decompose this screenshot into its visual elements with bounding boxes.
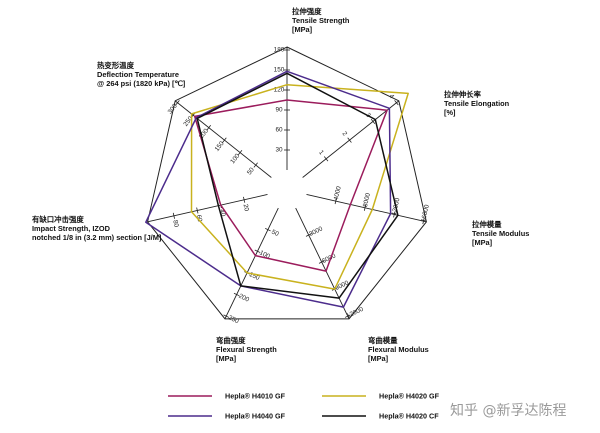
- tick-label: 150: [214, 140, 226, 153]
- tick-mark: [394, 100, 399, 106]
- tick-label: 60: [195, 214, 204, 223]
- tick-label: 150: [248, 271, 261, 282]
- tick-label: 80: [171, 219, 180, 228]
- tick-mark: [347, 137, 352, 143]
- axis-title-tensile_elongation: [%]: [444, 108, 456, 117]
- tick-label: 2: [341, 130, 349, 137]
- tick-label: 30: [275, 147, 283, 154]
- tick-label: 90: [275, 107, 283, 114]
- tick-label: 50: [246, 166, 256, 176]
- axis-title-deflection_temperature: 热变形温度: [97, 61, 135, 70]
- axis-title-flexural_strength: Flexural Strength: [216, 345, 277, 354]
- tick-mark: [422, 218, 425, 225]
- watermark-text: 知乎 @新孚达陈程: [450, 402, 566, 419]
- tick-mark: [223, 314, 230, 318]
- tick-label: 60: [275, 127, 283, 134]
- tick-label: 50: [270, 229, 280, 239]
- tick-mark: [237, 149, 243, 156]
- tick-mark: [222, 137, 227, 143]
- tick-mark: [393, 211, 396, 218]
- axis-title-flexural_strength: 弯曲强度: [216, 336, 246, 345]
- tick-label: 120: [274, 87, 285, 94]
- axis-spoke-impact_strength: [147, 194, 268, 223]
- tick-mark: [265, 227, 271, 232]
- axis-title-tensile_strength: [MPa]: [292, 25, 313, 34]
- tick-mark: [344, 314, 351, 318]
- tick-label: 3000: [308, 225, 324, 238]
- tick-mark: [172, 212, 175, 219]
- tick-mark: [196, 207, 199, 214]
- tick-label: 16000: [420, 204, 431, 223]
- tick-mark: [370, 118, 376, 125]
- tick-mark: [305, 233, 312, 237]
- legend-label-2: Hepla® H4040 GF: [225, 412, 286, 421]
- legend-label-1: Hepla® H4020 GF: [379, 392, 440, 401]
- axis-title-flexural_modulus: [MPa]: [368, 354, 389, 363]
- tick-label: 8000: [362, 192, 372, 208]
- axis-title-tensile_modulus: 拉伸模量: [472, 220, 502, 229]
- tick-label: 20: [242, 203, 251, 212]
- axis-title-deflection_temperature: Deflection Temperature: [97, 70, 179, 79]
- axis-title-deflection_temperature: @ 264 psi (1820 kPa) [℃]: [97, 79, 186, 88]
- axis-spoke-flexural_strength: [224, 207, 279, 320]
- axis-title-impact_strength: Impact Strength, IZOD: [32, 224, 111, 233]
- tick-mark: [233, 292, 240, 297]
- radar-frame: [147, 46, 427, 320]
- tick-mark: [206, 125, 212, 131]
- axis-title-tensile_modulus: [MPa]: [472, 238, 493, 247]
- radar-series: [145, 70, 409, 308]
- series-line-1: [190, 83, 409, 290]
- tick-label: 250: [227, 314, 240, 325]
- axis-title-flexural_strength: [MPa]: [216, 354, 237, 363]
- axis-title-tensile_modulus: Tensile Modulus: [472, 229, 529, 238]
- tick-label: 200: [237, 293, 250, 304]
- tick-mark: [323, 156, 329, 162]
- axis-title-impact_strength: 有缺口冲击强度: [32, 215, 84, 224]
- tick-label: 300: [167, 102, 179, 115]
- tick-label: 180: [274, 47, 285, 54]
- tick-label: 4: [388, 93, 396, 100]
- radar-grid: [147, 46, 427, 320]
- tick-label: 100: [258, 249, 271, 260]
- tick-mark: [334, 198, 337, 205]
- tick-label: 12000: [345, 306, 364, 320]
- axis-spoke-deflection_temperature: [174, 100, 272, 178]
- tick-mark: [318, 260, 325, 264]
- axis-title-flexural_modulus: 弯曲模量: [368, 336, 398, 345]
- tick-mark: [175, 100, 180, 106]
- axis-title-tensile_strength: 拉伸强度: [292, 7, 322, 16]
- axis-spoke-flexural_modulus: [295, 207, 350, 320]
- tick-label: 4000: [333, 185, 343, 201]
- axis-title-flexural_modulus: Flexural Modulus: [368, 345, 429, 354]
- series-line-3: [196, 72, 399, 299]
- tick-label: 40: [218, 209, 227, 218]
- tick-mark: [254, 249, 261, 253]
- tick-label: 100: [229, 152, 241, 165]
- axis-spoke-tensile_modulus: [306, 194, 427, 223]
- tick-mark: [363, 204, 367, 211]
- tick-label: 1: [317, 149, 325, 156]
- series-line-2: [145, 70, 392, 308]
- series-line-0: [193, 99, 388, 272]
- tick-mark: [253, 162, 258, 168]
- legend: Hepla® H4010 GF Hepla® H4020 GF Hepla® H40…: [168, 392, 440, 421]
- axis-title-tensile_elongation: Tensile Elongation: [444, 99, 510, 108]
- legend-label-3: Hepla® H4020 CF: [379, 412, 439, 421]
- tick-label: 150: [274, 67, 285, 74]
- legend-label-0: Hepla® H4010 GF: [225, 392, 286, 401]
- axis-title-impact_strength: notched 1/8 in (3.2 mm) section [J/M]: [32, 233, 162, 242]
- axis-spoke-tensile_elongation: [302, 100, 400, 178]
- axis-title-tensile_strength: Tensile Strength: [292, 16, 350, 25]
- tick-mark: [243, 196, 246, 203]
- axis-title-tensile_elongation: 拉伸伸长率: [444, 90, 482, 99]
